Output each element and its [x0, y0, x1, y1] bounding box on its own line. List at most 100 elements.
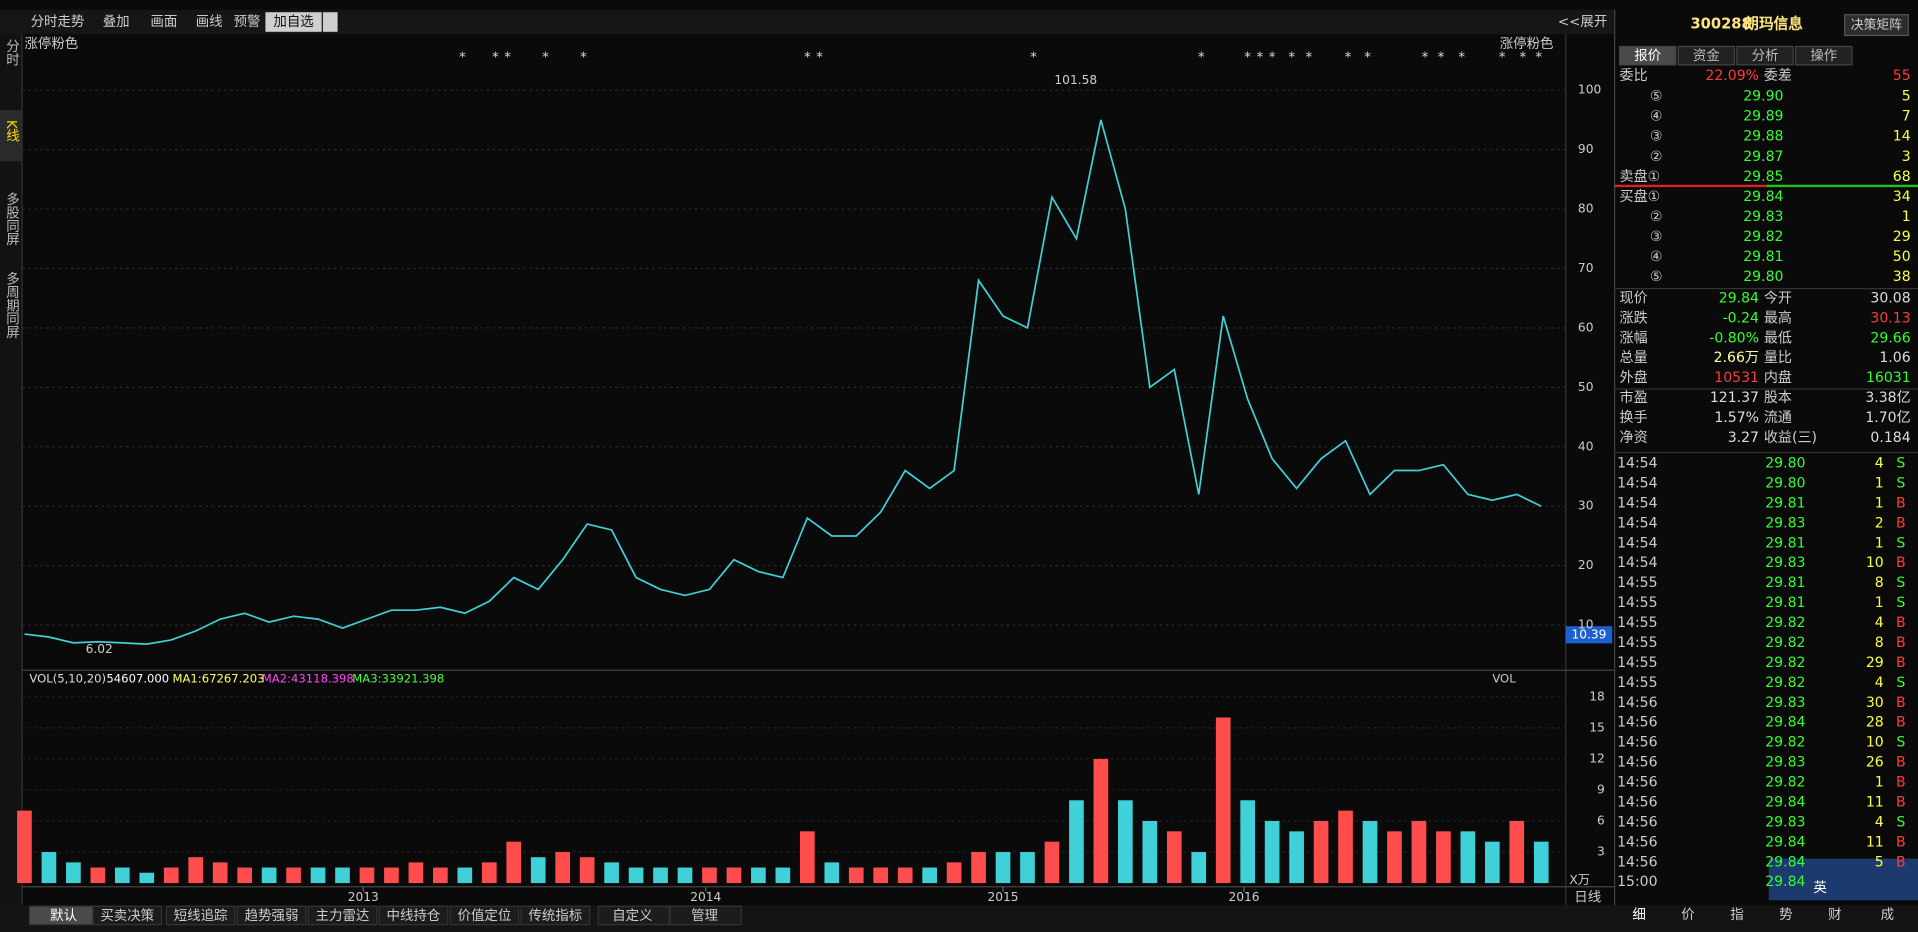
volume-bar [237, 867, 252, 884]
volume-bar [579, 857, 595, 884]
trade-side: B [1896, 755, 1906, 771]
trade-time: 14:55 [1617, 615, 1657, 631]
volume-bar [1362, 820, 1378, 884]
bottom-tab-bg[interactable] [236, 905, 307, 926]
quote-bottom-tab[interactable]: 指 [1730, 907, 1743, 923]
book-volume: 1 [1902, 209, 1911, 225]
trade-volume: 1 [1875, 775, 1884, 791]
volume-bar [702, 867, 717, 884]
quote-bottom-tab[interactable]: 财 [1828, 907, 1841, 923]
signal-mark: * [1535, 50, 1542, 65]
bottom-tab[interactable]: 趋势强弱 [245, 908, 299, 924]
volume-bar [66, 862, 81, 884]
quote-bottom-tab[interactable]: 成 [1881, 907, 1894, 923]
trade-time: 14:56 [1617, 715, 1658, 731]
volume-header: MA1:67267.203 [172, 671, 264, 685]
volume-bar [1533, 841, 1549, 884]
bottom-tab[interactable]: 默认 [50, 908, 77, 924]
side-tab[interactable]: 分时 [3, 39, 20, 66]
toolbar-item[interactable]: 画面 [150, 15, 177, 30]
bottom-tab[interactable]: 买卖决策 [100, 907, 154, 924]
volume-bar [1387, 831, 1402, 884]
trade-time: 14:54 [1617, 475, 1658, 491]
toolbar-item[interactable]: 叠加 [103, 14, 130, 30]
volume-bar [359, 867, 375, 884]
volume-bar [1093, 758, 1109, 884]
volume-bar [530, 857, 546, 884]
quote-tab[interactable]: 分析 [1752, 48, 1779, 64]
volume-bar [114, 867, 130, 884]
y-tick-label: 100 [1578, 83, 1601, 97]
add-button[interactable]: 加自选 [273, 14, 313, 30]
quote-bottom-tab[interactable]: 细 [1632, 907, 1645, 923]
volume-bar [775, 867, 791, 884]
side-tab[interactable]: 多周期同屏 [3, 270, 20, 339]
bottom-tab[interactable]: 自定义 [612, 908, 652, 924]
price-line [24, 119, 1542, 645]
volume-bar [335, 867, 350, 884]
bottom-tab-bg[interactable] [165, 905, 236, 926]
quote-tab-bg[interactable] [1618, 45, 1677, 66]
quote-tab[interactable]: 报价 [1634, 48, 1661, 64]
stat-label: 内盘 [1764, 369, 1792, 386]
book-price: 29.85 [1743, 169, 1783, 185]
trade-time: 15:00 [1617, 874, 1657, 890]
stat-value: 29.84 [1719, 290, 1759, 306]
quote-tab-bg[interactable] [1677, 45, 1736, 66]
trade-price: 29.83 [1765, 555, 1805, 571]
quote-bottom-tab[interactable]: 势 [1779, 907, 1792, 923]
book-volume: 50 [1893, 249, 1911, 265]
volume-bar [555, 852, 571, 884]
quote-tab-bg[interactable] [1736, 45, 1794, 66]
toolbar-item[interactable]: 分时走势 [31, 14, 85, 30]
matrix-button[interactable]: 决策矩阵 [1851, 17, 1902, 33]
toolbar-item[interactable]: 画线 [196, 14, 223, 30]
quote-tab[interactable]: 资金 [1693, 48, 1720, 64]
quote-tab-bg[interactable] [1795, 45, 1853, 66]
bottom-tab-bg[interactable] [449, 905, 520, 926]
volume-bar [1436, 831, 1451, 884]
signal-mark: * [1269, 50, 1276, 65]
stat-label: 股本 [1764, 390, 1792, 406]
bottom-tab[interactable]: 主力雷达 [316, 908, 370, 924]
volume-bar [897, 867, 913, 884]
toolbar-item[interactable]: 预警 [234, 14, 261, 30]
book-level: ④ [1650, 109, 1663, 125]
bottom-tab[interactable]: 中线持仓 [387, 908, 441, 924]
volume-bar [1118, 800, 1133, 884]
trade-volume: 10 [1866, 555, 1884, 571]
volume-bar [824, 862, 840, 884]
bottom-tab-bg[interactable] [307, 905, 378, 926]
bottom-tab-bg[interactable] [92, 905, 163, 926]
bottom-tab-bg[interactable] [597, 905, 670, 926]
bottom-tab-bg[interactable] [669, 905, 742, 926]
quote-tab[interactable]: 操作 [1810, 48, 1837, 64]
volume-bar [971, 852, 986, 884]
bottom-tab-bg[interactable] [378, 905, 449, 926]
volume-bar [163, 867, 179, 884]
stock-code: 300288 [1690, 15, 1751, 32]
volume-bar [408, 862, 424, 884]
y-tick-label: 18 [1589, 689, 1605, 703]
stat-label: 流通 [1764, 410, 1792, 426]
trade-time: 14:56 [1617, 814, 1658, 830]
volume-bar [1191, 852, 1207, 884]
stat-value: 1.57% [1714, 410, 1759, 426]
bottom-tab[interactable]: 短线追踪 [174, 908, 228, 924]
volume-bar [286, 867, 301, 884]
volume-bar [628, 867, 644, 884]
expand-button[interactable]: <<展开 [1558, 15, 1607, 30]
bottom-tab[interactable]: 价值定位 [458, 908, 512, 924]
signal-mark: * [1198, 50, 1205, 65]
stat-label: 收益(三) [1764, 430, 1817, 446]
bottom-tab-bg[interactable] [520, 905, 591, 926]
bottom-tab[interactable]: 传统指标 [528, 908, 582, 924]
quote-bottom-tab[interactable]: 价 [1681, 908, 1695, 923]
side-tab[interactable]: 多股同屏 [3, 191, 20, 246]
book-volume: 3 [1902, 149, 1911, 165]
bottom-tab[interactable]: 管理 [691, 908, 718, 924]
trade-volume: 1 [1875, 535, 1884, 551]
side-tab[interactable]: K线 [3, 120, 20, 143]
trade-price: 29.82 [1765, 635, 1805, 651]
